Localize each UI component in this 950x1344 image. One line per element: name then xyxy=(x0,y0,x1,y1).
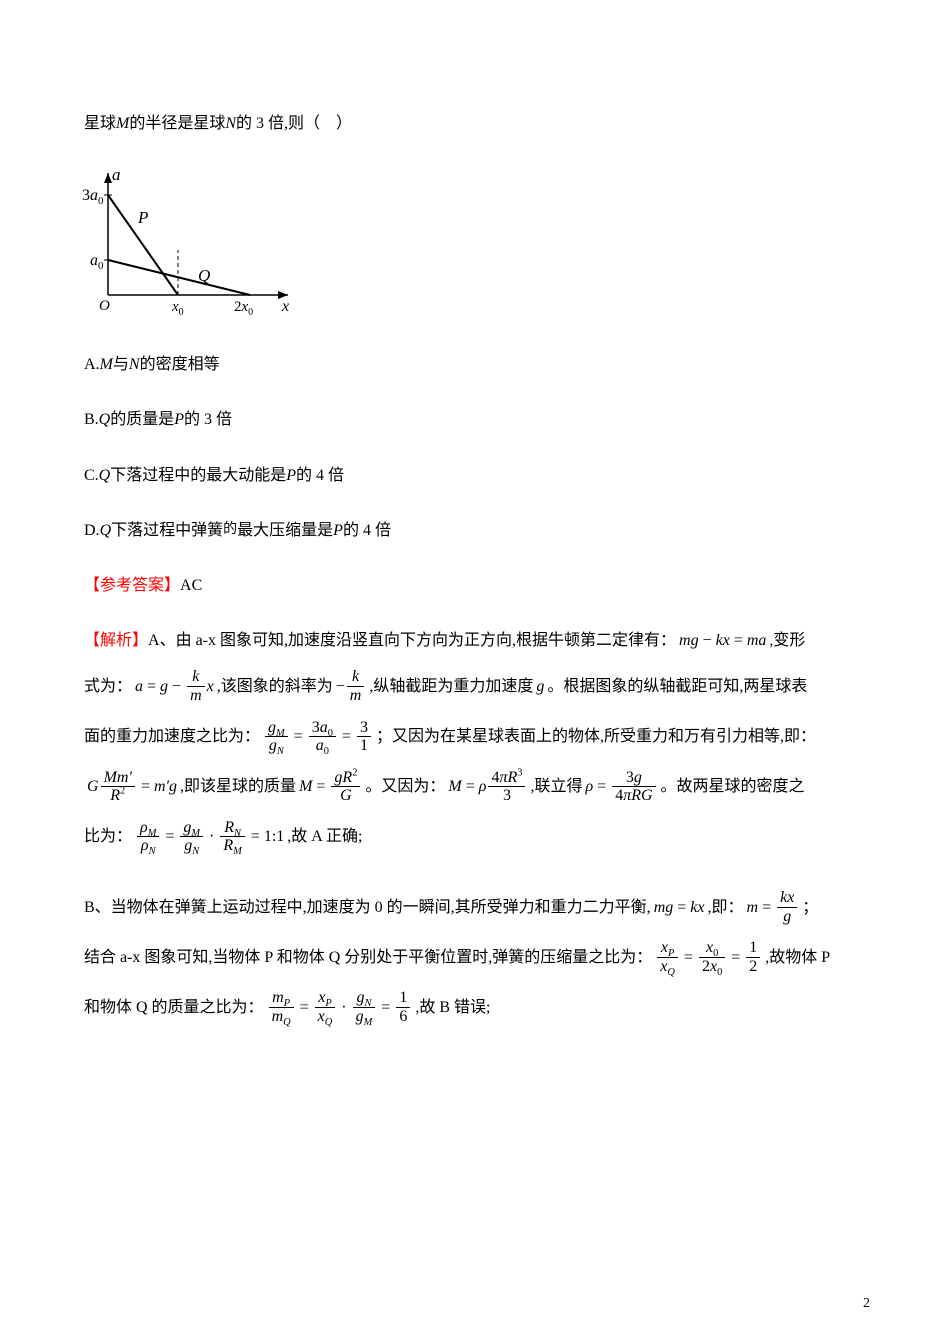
analysis-label: 【解析】 xyxy=(84,627,148,654)
text-fragment: ,变形 xyxy=(769,627,805,654)
text-fragment: 的质量是 xyxy=(110,406,174,433)
text-fragment: ,故物体 P xyxy=(765,944,830,971)
text-fragment: ； xyxy=(802,894,818,921)
text-fragment: 面的重力加速度之比为： xyxy=(84,723,260,750)
analysis-row-7: 结合 a-x 图象可知,当物体 P 和物体 Q 分别处于平衡位置时,弹簧的压缩量… xyxy=(84,939,870,975)
text-fragment: 的半径是星球 xyxy=(129,110,225,137)
text-fragment: 的密度相等 xyxy=(140,351,220,378)
analysis-row-6: B、当物体在弹簧上运动过程中,加速度为 0 的一瞬间,其所受弹力和重力二力平衡,… xyxy=(84,889,870,925)
var-P: P xyxy=(286,462,296,489)
formula-gravity: G Mm′ R2 = m′g xyxy=(87,769,177,805)
analysis-row-1: 【解析】 A、由 a-x 图象可知,加速度沿竖直向下方向为正方向,根据牛顿第二定… xyxy=(84,627,870,654)
text-fragment: B、当物体在弹簧上运动过程中,加速度为 0 的一瞬间,其所受弹力和重力二力平衡, xyxy=(84,894,651,921)
formula-mgkx: mg = kx xyxy=(654,894,705,921)
text-fragment: 下落过程中的最大动能是 xyxy=(110,462,286,489)
svg-text:P: P xyxy=(137,208,148,227)
option-prefix: C. xyxy=(84,462,99,489)
text-fragment: 星球 xyxy=(84,110,116,137)
text-fragment: 的 4 倍 xyxy=(296,462,344,489)
text-fragment: 。又因为： xyxy=(365,773,445,800)
svg-text:2x0: 2x0 xyxy=(234,299,253,315)
var-M: M xyxy=(116,110,129,137)
svg-text:O: O xyxy=(99,298,110,314)
option-prefix: A. xyxy=(84,351,100,378)
formula-ratio-g: gM gN = 3a0 a0 = 31 xyxy=(263,719,373,755)
formula-rho: ρ = 3g 4πRG xyxy=(585,769,657,805)
text-fragment: A、由 a-x 图象可知,加速度沿竖直向下方向为正方向,根据牛顿第二定律有： xyxy=(148,627,676,654)
var-Q: Q xyxy=(100,517,112,544)
text-fragment: 的 xyxy=(223,518,237,542)
svg-text:Q: Q xyxy=(198,266,210,285)
text-fragment: 的 3 倍,则（ ） xyxy=(236,110,352,137)
var-Q: Q xyxy=(99,462,111,489)
text-fragment: 比为： xyxy=(84,823,132,850)
var-N: N xyxy=(225,110,236,137)
page-number: 2 xyxy=(863,1292,870,1316)
text-fragment: 与 xyxy=(113,351,129,378)
text-fragment: 结合 a-x 图象可知,当物体 P 和物体 Q 分别处于平衡位置时,弹簧的压缩量… xyxy=(84,944,652,971)
formula-ratio-x: xP xQ = x0 2x0 = 12 xyxy=(655,939,762,975)
analysis-row-5: 比为： ρM ρN = gM gN · RN RM = 1:1 ,故 A 正确; xyxy=(84,819,870,855)
axis-label-a: a xyxy=(112,165,121,184)
option-C: C. Q 下落过程中的最大动能是 P 的 4 倍 xyxy=(84,462,870,489)
var-g: g xyxy=(536,673,544,700)
option-D: D. Q 下落过程中弹簧 的 最大压缩量是 P 的 4 倍 xyxy=(84,517,870,544)
text-fragment: ,故 B 错误; xyxy=(415,994,490,1021)
svg-text:x: x xyxy=(281,298,289,315)
text-fragment: ,即该星球的质量 xyxy=(180,773,296,800)
text-fragment: ,该图象的斜率为 xyxy=(217,673,333,700)
answer-label: 【参考答案】 xyxy=(84,572,180,599)
text-fragment: 。根据图象的纵轴截距可知,两星球表 xyxy=(547,673,807,700)
svg-text:a0: a0 xyxy=(90,252,104,272)
text-fragment: ,即： xyxy=(707,894,743,921)
option-prefix: B. xyxy=(84,406,99,433)
svg-text:x0: x0 xyxy=(171,299,184,315)
var-P: P xyxy=(174,406,184,433)
var-P: P xyxy=(333,517,343,544)
option-B: B. Q 的质量是 P 的 3 倍 xyxy=(84,406,870,433)
text-fragment: ,纵轴截距为重力加速度 xyxy=(369,673,533,700)
problem-continuation: 星球 M 的半径是星球 N 的 3 倍,则（ ） xyxy=(84,110,870,137)
var-M: M xyxy=(100,351,113,378)
formula-volume: M = ρ 4πR3 3 xyxy=(448,769,527,805)
var-Q: Q xyxy=(99,406,111,433)
formula-m-eq: m = kxg xyxy=(747,889,800,925)
var-N: N xyxy=(129,351,140,378)
a-x-graph: a 3a0 a0 P Q O x0 2x0 x xyxy=(78,165,298,315)
answer-value: AC xyxy=(180,572,202,599)
analysis-row-8: 和物体 Q 的质量之比为： mP mQ = xP xQ · gN gM = 1 xyxy=(84,989,870,1025)
answer-line: 【参考答案】AC xyxy=(84,572,870,599)
analysis-row-2: 式为： a = g − km x ,该图象的斜率为 − km ,纵轴截距为重力加… xyxy=(84,668,870,704)
text-fragment: ,联立得 xyxy=(530,773,582,800)
text-fragment: 。故两星球的密度之 xyxy=(661,773,805,800)
formula-ratio-rho: ρM ρN = gM gN · RN RM = 1:1 xyxy=(135,819,284,855)
analysis-row-3: 面的重力加速度之比为： gM gN = 3a0 a0 = 31 ；又因为在某星球… xyxy=(84,719,870,755)
option-prefix: D. xyxy=(84,517,100,544)
text-fragment: 式为： xyxy=(84,673,132,700)
text-fragment: 最大压缩量是 xyxy=(237,517,333,544)
option-A: A. M 与 N 的密度相等 xyxy=(84,351,870,378)
formula-slope: − km xyxy=(336,668,367,704)
text-fragment: 的 3 倍 xyxy=(184,406,232,433)
formula-mass: M = gR2 G xyxy=(299,769,362,805)
text-fragment: 的 4 倍 xyxy=(343,517,391,544)
text-fragment: 下落过程中弹簧 xyxy=(111,517,223,544)
text-fragment: 和物体 Q 的质量之比为： xyxy=(84,994,264,1021)
formula-newton: mg − kx = ma xyxy=(679,627,766,654)
analysis-row-4: G Mm′ R2 = m′g ,即该星球的质量 M = gR2 G 。又因为： … xyxy=(84,769,870,805)
formula-a-eqn: a = g − km x xyxy=(135,668,214,704)
formula-ratio-m: mP mQ = xP xQ · gN gM = 16 xyxy=(267,989,413,1025)
svg-text:3a0: 3a0 xyxy=(82,187,104,207)
text-fragment: ,故 A 正确; xyxy=(287,823,362,850)
text-fragment: ；又因为在某星球表面上的物体,所受重力和万有引力相等,即： xyxy=(376,723,816,750)
